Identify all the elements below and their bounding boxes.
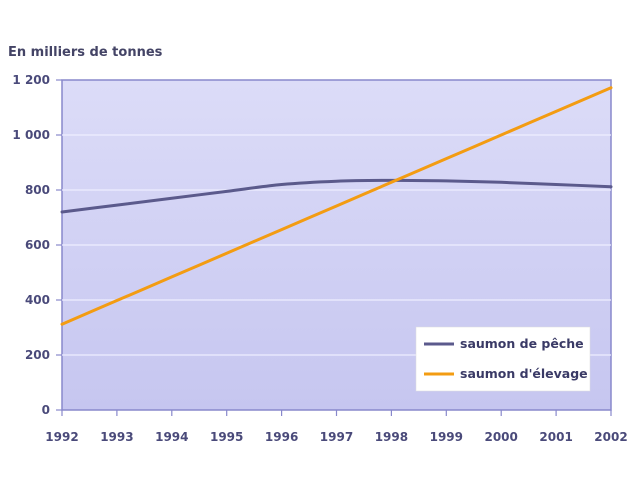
y-tick-label: 1 200 (12, 73, 50, 87)
y-axis-label: En milliers de tonnes (8, 45, 163, 60)
x-tick-label: 2001 (539, 430, 572, 444)
x-tick-label: 1999 (430, 430, 463, 444)
legend: saumon de pêche saumon d'élevage (415, 326, 591, 392)
x-tick-label: 1994 (155, 430, 188, 444)
x-tick-label: 1997 (320, 430, 353, 444)
y-tick-label: 1 000 (12, 128, 50, 142)
y-tick-label: 800 (25, 183, 50, 197)
x-tick-labels: 1992 1993 1994 1995 1996 1997 1998 1999 2000 2001… (45, 430, 627, 444)
axes (56, 79, 612, 416)
x-tick-label: 1995 (210, 430, 243, 444)
legend-label-saumon-de-peche: saumon de pêche (460, 336, 584, 351)
y-tick-label: 200 (25, 348, 50, 362)
x-tick-label: 1992 (45, 430, 78, 444)
y-tick-label: 0 (42, 403, 50, 417)
x-tick-label: 1996 (265, 430, 298, 444)
y-tick-label: 600 (25, 238, 50, 252)
series-lines (60, 86, 613, 326)
x-tick-label: 2002 (594, 430, 627, 444)
x-tick-label: 2000 (484, 430, 517, 444)
x-tick-label: 1993 (100, 430, 133, 444)
x-tick-label: 1998 (375, 430, 408, 444)
legend-box (415, 326, 591, 392)
y-tick-labels: 0 200 400 600 800 1 000 1 200 (12, 73, 50, 417)
y-tick-label: 400 (25, 293, 50, 307)
legend-label-saumon-d-elevage: saumon d'élevage (460, 366, 588, 381)
